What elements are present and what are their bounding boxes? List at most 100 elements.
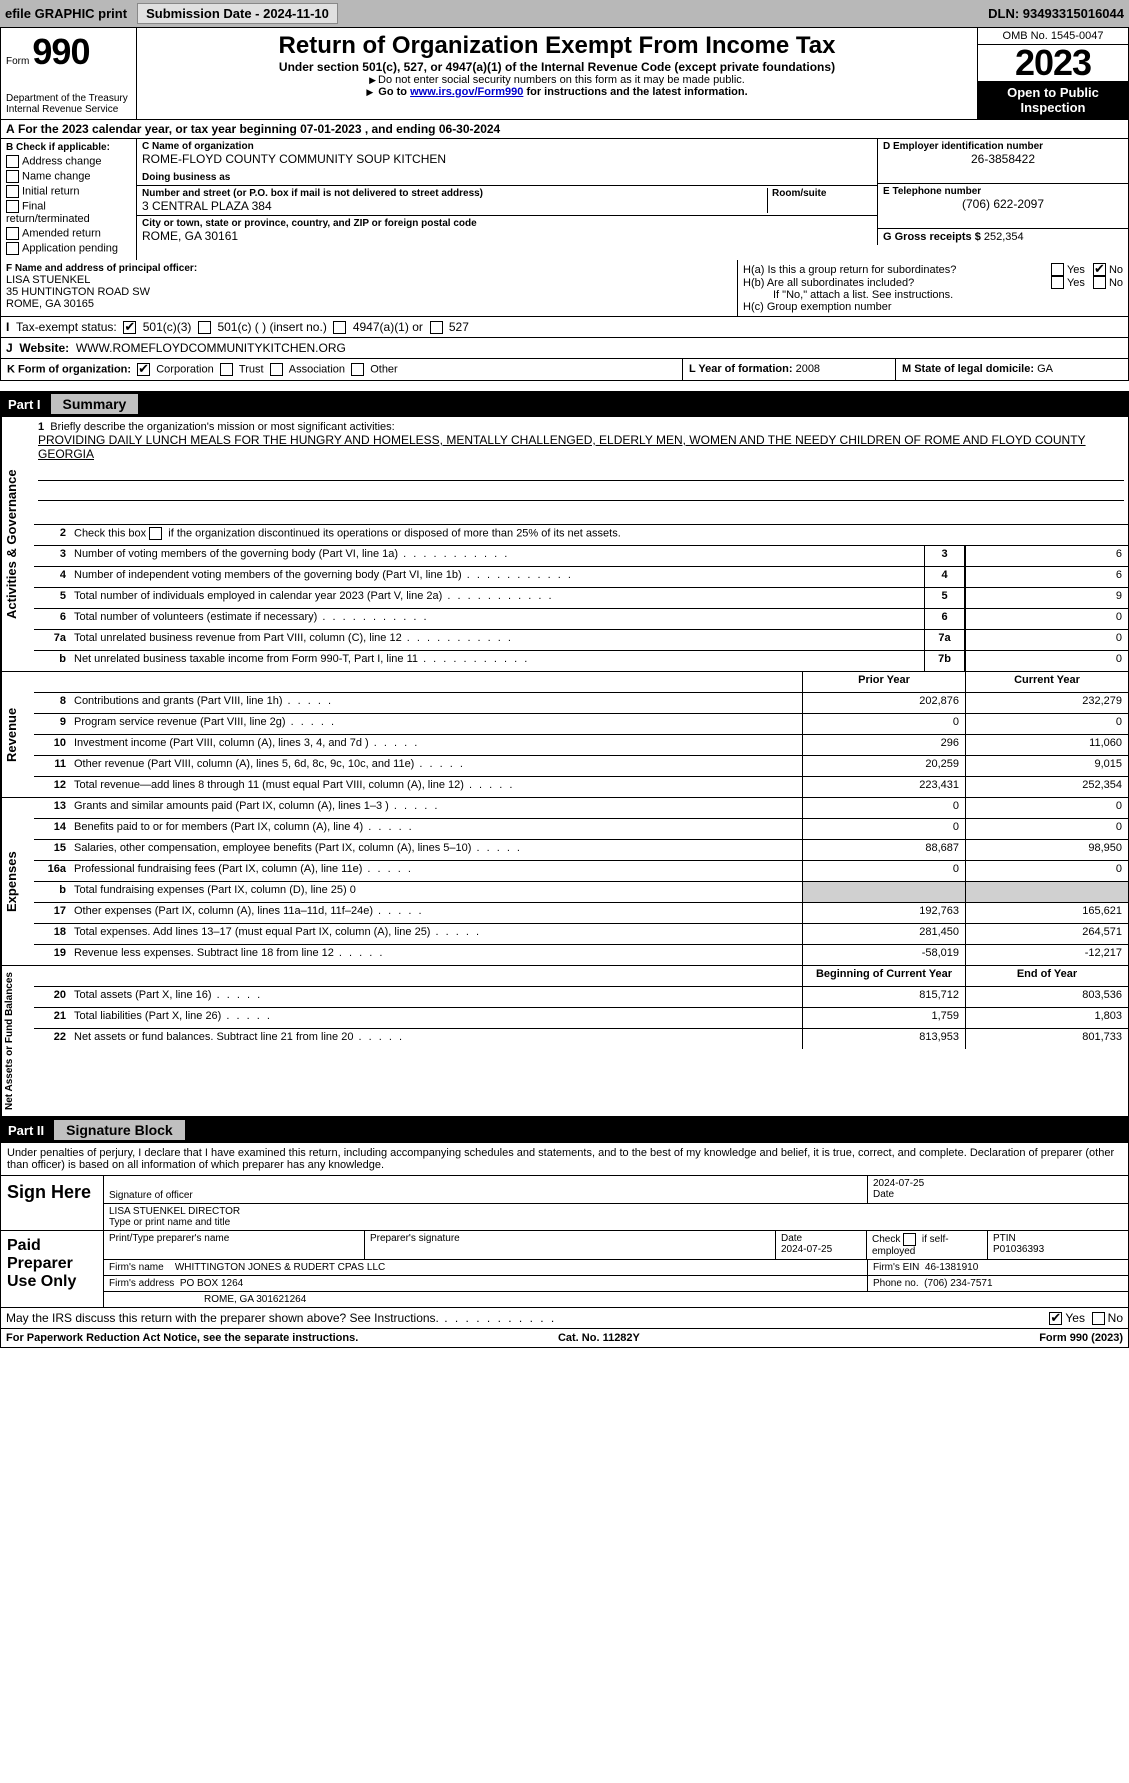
cb-discontinued[interactable] xyxy=(149,527,162,540)
line-desc: Contributions and grants (Part VIII, lin… xyxy=(70,693,802,713)
cb-other[interactable] xyxy=(351,363,364,376)
prior-val: 296 xyxy=(802,735,965,755)
irs-link[interactable]: www.irs.gov/Form990 xyxy=(410,86,523,98)
line-desc: Revenue less expenses. Subtract line 18 … xyxy=(70,945,802,965)
prior-val: -58,019 xyxy=(802,945,965,965)
line-box: 7b xyxy=(924,651,965,671)
domicile-label: M State of legal domicile: xyxy=(902,363,1034,375)
cb-amended[interactable] xyxy=(6,227,19,240)
line-desc: Total fundraising expenses (Part IX, col… xyxy=(70,882,802,902)
dept-treasury: Department of the Treasury xyxy=(6,93,131,104)
line-desc: Net assets or fund balances. Subtract li… xyxy=(70,1029,802,1049)
cb-trust[interactable] xyxy=(220,363,233,376)
firm-name-label: Firm's name xyxy=(109,1262,164,1273)
current-val: 252,354 xyxy=(965,777,1128,797)
submission-date: Submission Date - 2024-11-10 xyxy=(137,3,338,24)
prior-val: 88,687 xyxy=(802,840,965,860)
table-row: 16a Professional fundraising fees (Part … xyxy=(34,861,1128,882)
cb-527[interactable] xyxy=(430,321,443,334)
tax-status-label: Tax-exempt status: xyxy=(16,320,117,334)
begin-val: 815,712 xyxy=(802,987,965,1007)
current-val: 0 xyxy=(965,798,1128,818)
opt-501c3: 501(c)(3) xyxy=(143,320,192,334)
line-box: 3 xyxy=(924,546,965,566)
line-desc: Total number of individuals employed in … xyxy=(70,588,924,608)
line-desc: Professional fundraising fees (Part IX, … xyxy=(70,861,802,881)
line-desc: Number of independent voting members of … xyxy=(70,567,924,587)
line-desc: Total number of volunteers (estimate if … xyxy=(70,609,924,629)
line-val: 9 xyxy=(965,588,1128,608)
cb-hb-yes[interactable] xyxy=(1051,276,1064,289)
irs-label: Internal Revenue Service xyxy=(6,104,131,115)
ptin-label: PTIN xyxy=(993,1233,1016,1244)
cb-corp[interactable] xyxy=(137,363,150,376)
lbl-name-change: Name change xyxy=(22,170,91,182)
ein-value: 26-3858422 xyxy=(883,152,1123,166)
table-row: 10 Investment income (Part VIII, column … xyxy=(34,735,1128,756)
cb-self-employed[interactable] xyxy=(903,1233,916,1246)
blank-line xyxy=(38,464,1124,481)
cb-assoc[interactable] xyxy=(270,363,283,376)
netassets-section: Net Assets or Fund Balances Beginning of… xyxy=(0,966,1129,1117)
cb-address-change[interactable] xyxy=(6,155,19,168)
form-prefix: Form xyxy=(6,56,29,67)
table-row: 6 Total number of volunteers (estimate i… xyxy=(34,609,1128,630)
cb-final-return[interactable] xyxy=(6,200,19,213)
officer-label: F Name and address of principal officer: xyxy=(6,263,732,274)
line-num: 4 xyxy=(34,567,70,587)
cb-discuss-yes[interactable] xyxy=(1049,1312,1062,1325)
cb-name-change[interactable] xyxy=(6,170,19,183)
line-2: 2 Check this box if the organization dis… xyxy=(34,525,1128,546)
form-org-label: K Form of organization: xyxy=(7,363,131,375)
form-id-cell: Form 990 Department of the Treasury Inte… xyxy=(1,28,137,119)
cb-501c3[interactable] xyxy=(123,321,136,334)
form-number: 990 xyxy=(32,31,89,72)
formation-value: 2008 xyxy=(796,363,820,375)
line-val: 6 xyxy=(965,567,1128,587)
line-num: 10 xyxy=(34,735,70,755)
lbl-initial: Initial return xyxy=(22,185,79,197)
cb-ha-yes[interactable] xyxy=(1051,263,1064,276)
opt-corp: Corporation xyxy=(156,363,213,375)
line-desc: Benefits paid to or for members (Part IX… xyxy=(70,819,802,839)
box-f: F Name and address of principal officer:… xyxy=(1,260,738,316)
line-num: 15 xyxy=(34,840,70,860)
cb-initial-return[interactable] xyxy=(6,185,19,198)
part1-header: Part I Summary xyxy=(0,391,1129,417)
cb-4947[interactable] xyxy=(333,321,346,334)
sig-name: LISA STUENKEL DIRECTOR xyxy=(109,1206,1123,1217)
sig-name-label: Type or print name and title xyxy=(109,1217,1123,1228)
city-value: ROME, GA 30161 xyxy=(142,229,872,243)
prior-val xyxy=(802,882,965,902)
line-num: b xyxy=(34,882,70,902)
current-val xyxy=(965,882,1128,902)
table-row: 13 Grants and similar amounts paid (Part… xyxy=(34,798,1128,819)
hdr-current: Current Year xyxy=(965,672,1128,692)
line-num: 6 xyxy=(34,609,70,629)
cb-hb-no[interactable] xyxy=(1093,276,1106,289)
line-num: 22 xyxy=(34,1029,70,1049)
mission-text: PROVIDING DAILY LUNCH MEALS FOR THE HUNG… xyxy=(38,433,1086,461)
cb-501c[interactable] xyxy=(198,321,211,334)
hc-label: H(c) Group exemption number xyxy=(743,301,1123,313)
prior-val: 202,876 xyxy=(802,693,965,713)
cb-app-pending[interactable] xyxy=(6,242,19,255)
cb-discuss-no[interactable] xyxy=(1092,1312,1105,1325)
line2-pre: Check this box xyxy=(74,527,149,539)
firm-name: WHITTINGTON JONES & RUDERT CPAS LLC xyxy=(175,1262,385,1273)
begin-val: 813,953 xyxy=(802,1029,965,1049)
table-row: 9 Program service revenue (Part VIII, li… xyxy=(34,714,1128,735)
lbl-amended: Amended return xyxy=(22,227,101,239)
footer-left: For Paperwork Reduction Act Notice, see … xyxy=(6,1332,358,1344)
hb-note: If "No," attach a list. See instructions… xyxy=(743,289,1123,301)
prior-val: 192,763 xyxy=(802,903,965,923)
dba-label: Doing business as xyxy=(142,172,872,183)
current-val: 0 xyxy=(965,819,1128,839)
domicile-value: GA xyxy=(1037,363,1053,375)
form-header: Form 990 Department of the Treasury Inte… xyxy=(0,28,1129,120)
table-row: 11 Other revenue (Part VIII, column (A),… xyxy=(34,756,1128,777)
preparer-print-label: Print/Type preparer's name xyxy=(104,1231,365,1259)
box-klm: K Form of organization: Corporation Trus… xyxy=(0,359,1129,381)
cb-ha-no[interactable] xyxy=(1093,263,1106,276)
line-num: 9 xyxy=(34,714,70,734)
